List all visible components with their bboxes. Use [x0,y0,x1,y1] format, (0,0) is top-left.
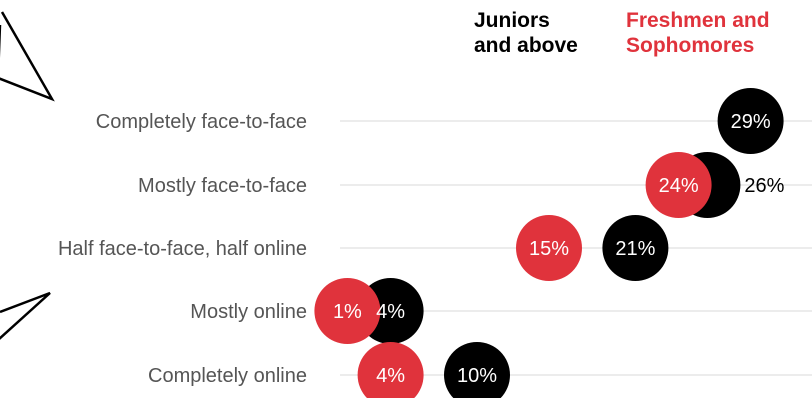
freshmen-dot [314,278,381,344]
legend-juniors-line2: and above [474,34,578,57]
juniors-dot [602,215,669,281]
pointer-arrow-top [0,11,55,102]
freshmen-dot [516,215,582,281]
category-label: Completely online [148,365,307,387]
category-labels: Completely face-to-face Mostly face-to-fa… [58,111,307,387]
legend-juniors-line1: Juniors [474,9,550,32]
juniors-value-label: 29% [731,111,771,133]
pointer-arrow-bottom [0,291,51,340]
freshmen-value-label: 15% [529,238,569,260]
legend-freshmen: Freshmen and Sophomores [626,8,770,58]
freshmen-dot [357,342,424,398]
legend-freshmen-line2: Sophomores [626,34,755,57]
juniors-dot [444,342,510,398]
category-label: Completely face-to-face [96,111,307,133]
juniors-value-label: 26% [744,175,784,197]
category-label: Mostly online [190,301,307,323]
freshmen-value-label: 24% [659,175,699,197]
juniors-value-label: 21% [615,238,655,260]
juniors-dot [717,88,784,154]
juniors-value-label: 4% [376,301,405,323]
data-marks: 29%46%26%24%21%15%4%1%10%4% [314,88,785,398]
legend-juniors: Juniors and above [474,8,578,58]
juniors-value-label: 10% [457,365,497,387]
freshmen-dot [645,152,712,218]
freshmen-value-label: 4% [376,365,405,387]
decorative-lines [0,11,55,340]
category-label: Half face-to-face, half online [58,238,307,260]
legend-freshmen-line1: Freshmen and [626,9,770,32]
category-label: Mostly face-to-face [138,175,307,197]
freshmen-value-label: 1% [333,301,362,323]
